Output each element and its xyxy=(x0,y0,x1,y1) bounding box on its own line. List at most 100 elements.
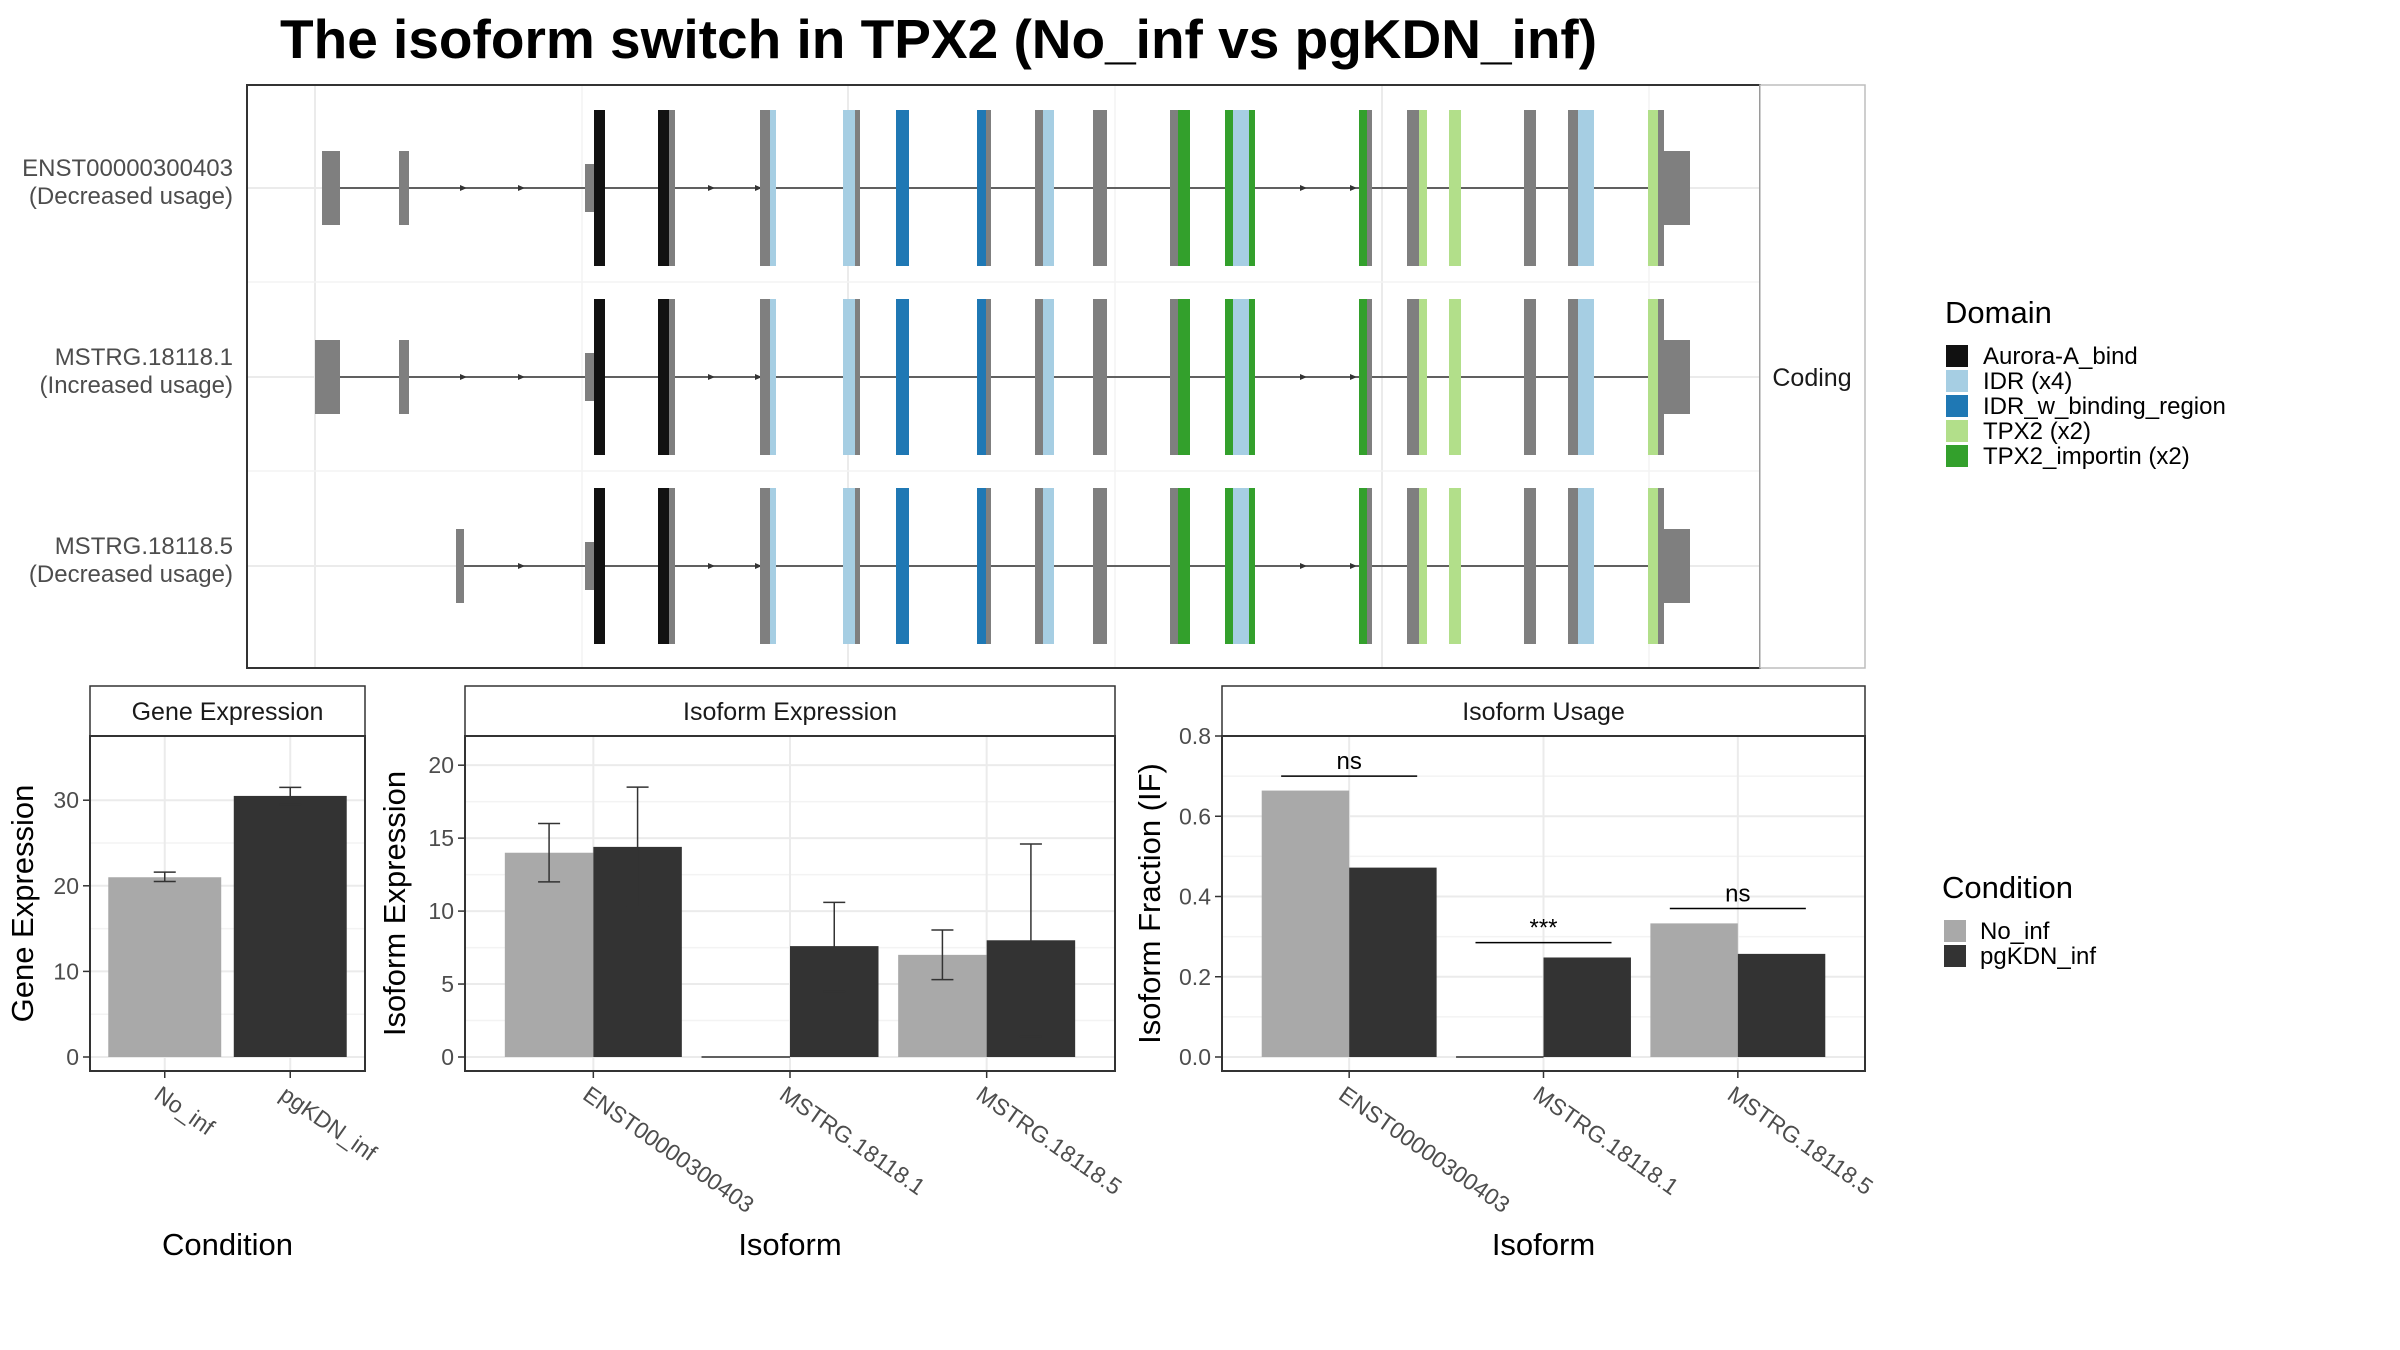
exon xyxy=(1170,488,1178,644)
condition-legend-key xyxy=(1944,920,1966,942)
intron-arrow xyxy=(1300,374,1307,380)
condition-legend-label: No_inf xyxy=(1980,918,2050,945)
domain-legend-key xyxy=(1946,445,1968,467)
exon xyxy=(1658,488,1664,644)
condition-legend-key xyxy=(1944,945,1966,967)
figure-title: The isoform switch in TPX2 (No_inf vs pg… xyxy=(280,8,1597,70)
exon xyxy=(760,299,770,455)
domain-exon-idr xyxy=(1578,299,1594,455)
intron-arrow xyxy=(755,374,762,380)
exon xyxy=(669,110,675,266)
exon xyxy=(1407,488,1419,644)
y-axis-title: Gene Expression xyxy=(5,785,40,1023)
domain-exon-idr xyxy=(1578,488,1594,644)
exon xyxy=(585,353,595,401)
utr-exon-3prime xyxy=(1662,340,1690,414)
transcript-row-3 xyxy=(456,488,1690,644)
exon xyxy=(585,164,595,212)
domain-exon-tpx2-importin xyxy=(1225,488,1233,644)
domain-exon-tpx2-importin xyxy=(1249,299,1255,455)
intron-arrow xyxy=(1350,185,1357,191)
domain-exon-idr xyxy=(843,299,855,455)
domain-exon-idr xyxy=(1578,110,1594,266)
bar-mstrg-18118-5-no-inf xyxy=(1650,923,1738,1057)
domain-exon-tpx2 xyxy=(1449,299,1461,455)
utr-exon-3prime xyxy=(1662,151,1690,225)
y-axis-title: Isoform Fraction (IF) xyxy=(1132,763,1167,1044)
exon xyxy=(855,299,860,455)
transcript-id-label: MSTRG.18118.1 xyxy=(55,344,233,371)
exon xyxy=(855,110,860,266)
domain-exon-idr xyxy=(770,488,776,644)
chart-panel-border xyxy=(89,735,366,1072)
intron-arrow xyxy=(460,374,467,380)
domain-exon-aurora xyxy=(658,299,670,455)
x-tick-label: MSTRG.18118.5 xyxy=(972,1081,1127,1200)
intron-arrow xyxy=(1350,374,1357,380)
domain-exon-idr-binding xyxy=(977,299,986,455)
exon xyxy=(1568,299,1578,455)
transcript-id-label: MSTRG.18118.5 xyxy=(55,533,233,560)
exon xyxy=(1035,299,1043,455)
bar-enst00000300403-no-inf xyxy=(504,852,594,1057)
exon xyxy=(760,110,770,266)
y-tick-label: 0 xyxy=(66,1044,79,1070)
domain-exon-aurora xyxy=(594,110,605,266)
exon xyxy=(1367,299,1372,455)
exon xyxy=(986,299,991,455)
domain-legend-title: Domain xyxy=(1945,295,2052,330)
exon xyxy=(1367,488,1372,644)
domain-exon-tpx2 xyxy=(1449,110,1461,266)
exon xyxy=(1407,299,1419,455)
y-tick-label: 0.8 xyxy=(1179,723,1211,749)
intron-arrow xyxy=(708,185,715,191)
chart-strip xyxy=(464,685,1116,737)
domain-exon-tpx2-importin xyxy=(1225,110,1233,266)
transcript-usage-label: (Increased usage) xyxy=(40,372,233,399)
chart-strip xyxy=(1221,685,1866,737)
domain-exon-tpx2 xyxy=(1419,110,1427,266)
utr-exon xyxy=(322,151,340,225)
domain-exon-tpx2-importin xyxy=(1178,299,1190,455)
exon xyxy=(986,110,991,266)
intron-arrow xyxy=(1300,563,1307,569)
utr-exon xyxy=(399,340,409,414)
intron-arrow xyxy=(1350,563,1357,569)
domain-legend-label: IDR (x4) xyxy=(1983,368,2072,395)
chart-strip xyxy=(89,685,366,737)
domain-exon-idr xyxy=(843,110,855,266)
exon xyxy=(1658,299,1664,455)
domain-exon-tpx2-importin xyxy=(1249,488,1255,644)
exon xyxy=(1524,299,1536,455)
y-tick-label: 20 xyxy=(53,873,79,899)
x-tick-label: No_inf xyxy=(150,1081,220,1141)
domain-exon-aurora xyxy=(658,488,670,644)
exon xyxy=(986,488,991,644)
utr-exon xyxy=(315,340,340,414)
x-tick-label: ENST00000300403 xyxy=(1334,1081,1514,1218)
exon xyxy=(585,542,595,590)
exon xyxy=(1035,110,1043,266)
x-tick-label: ENST00000300403 xyxy=(578,1081,758,1218)
x-tick-label: MSTRG.18118.1 xyxy=(1529,1081,1684,1200)
transcript-row-1 xyxy=(322,110,1690,266)
transcript-id-label: ENST00000300403 xyxy=(22,155,233,182)
bar-pgkdn-inf xyxy=(233,795,347,1057)
domain-exon-aurora xyxy=(594,299,605,455)
transcript-row-2 xyxy=(315,299,1690,455)
domain-legend-label: TPX2_importin (x2) xyxy=(1983,443,2190,470)
exon xyxy=(1367,110,1372,266)
bar-no-inf xyxy=(108,877,222,1057)
x-axis-title: Isoform xyxy=(1492,1227,1595,1262)
utr-exon xyxy=(456,529,464,603)
utr-exon xyxy=(399,151,409,225)
domain-exon-idr xyxy=(1043,110,1054,266)
exon xyxy=(669,488,675,644)
intron-arrow xyxy=(755,185,762,191)
exon xyxy=(1524,110,1536,266)
domain-exon-tpx2 xyxy=(1419,488,1427,644)
domain-exon-idr-binding xyxy=(896,299,909,455)
